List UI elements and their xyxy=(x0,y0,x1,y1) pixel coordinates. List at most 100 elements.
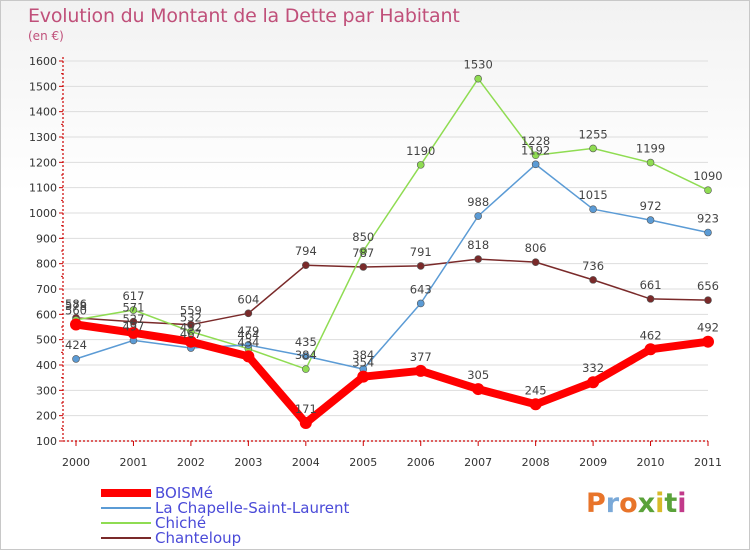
data-label: 617 xyxy=(122,289,144,303)
data-label: 787 xyxy=(352,246,374,260)
data-label: 435 xyxy=(295,335,317,349)
data-label: 462 xyxy=(640,328,662,342)
data-label: 354 xyxy=(352,356,374,370)
data-label: 972 xyxy=(640,199,662,213)
x-tick-label: 2006 xyxy=(407,456,435,469)
data-label: 1190 xyxy=(406,144,435,158)
data-label: 818 xyxy=(467,238,489,252)
series-line xyxy=(72,320,712,427)
chart-title: Evolution du Montant de la Dette par Hab… xyxy=(28,5,460,27)
data-point xyxy=(187,327,195,336)
y-tick-label: 200 xyxy=(36,410,57,423)
legend-swatch xyxy=(101,522,151,524)
data-label: 791 xyxy=(410,245,432,259)
data-point xyxy=(72,355,80,363)
data-point xyxy=(704,296,712,304)
y-tick-label: 900 xyxy=(36,232,57,245)
data-label: 434 xyxy=(237,335,259,349)
x-tick-label: 2008 xyxy=(522,456,550,469)
unit-label: (en €) xyxy=(28,29,64,43)
y-tick-label: 100 xyxy=(36,435,57,448)
y-tick-label: 1600 xyxy=(29,55,57,68)
data-point xyxy=(529,398,542,411)
data-point xyxy=(302,365,310,373)
data-label: 736 xyxy=(582,259,604,273)
y-tick-label: 1100 xyxy=(29,182,57,195)
data-label: 643 xyxy=(410,282,432,296)
x-tick-label: 2002 xyxy=(177,456,205,469)
data-point xyxy=(589,276,597,284)
data-label: 571 xyxy=(122,301,144,315)
y-tick-label: 1500 xyxy=(29,80,57,93)
y-tick-label: 600 xyxy=(36,308,57,321)
proxiti-logo: Proxiti xyxy=(586,488,687,519)
y-tick-label: 800 xyxy=(36,258,57,271)
legend-swatch xyxy=(101,507,151,509)
y-tick-label: 1300 xyxy=(29,131,57,144)
data-label: 527 xyxy=(122,312,144,326)
data-point xyxy=(474,74,482,83)
data-label: 497 xyxy=(122,319,144,333)
data-label: 604 xyxy=(237,292,259,306)
data-point xyxy=(129,306,138,314)
legend-label: Chanteloup xyxy=(155,529,242,547)
legend-swatch xyxy=(101,537,151,539)
data-point xyxy=(244,309,253,318)
data-point xyxy=(416,161,425,169)
x-tick-label: 2000 xyxy=(62,456,90,469)
data-point xyxy=(646,158,655,167)
data-label: 559 xyxy=(180,304,202,318)
legend-item: BOISMé xyxy=(101,484,401,502)
data-point xyxy=(704,228,712,237)
data-point xyxy=(472,383,485,396)
x-tick-label: 2010 xyxy=(637,456,665,469)
data-label: 1015 xyxy=(578,188,607,202)
legend-label: BOISMé xyxy=(155,484,213,502)
logo-letter: i xyxy=(677,488,687,519)
data-label: 384 xyxy=(352,348,374,362)
logo-letter: i xyxy=(655,488,665,519)
data-point xyxy=(474,255,482,263)
data-label: 794 xyxy=(295,244,317,258)
data-point xyxy=(414,364,427,377)
y-tick-label: 1000 xyxy=(29,207,57,220)
data-label: 661 xyxy=(640,278,662,292)
data-point xyxy=(302,261,310,269)
data-label: 171 xyxy=(295,402,317,416)
data-label: 532 xyxy=(180,311,202,325)
data-label: 988 xyxy=(467,195,489,209)
data-label: 1530 xyxy=(464,58,493,72)
legend-label: Chiché xyxy=(155,514,207,532)
y-tick-label: 300 xyxy=(36,384,57,397)
data-label: 1090 xyxy=(693,169,722,183)
data-label: 1228 xyxy=(521,134,550,148)
data-point xyxy=(531,151,540,160)
legend-swatch xyxy=(101,489,151,497)
y-tick-label: 400 xyxy=(36,359,57,372)
x-tick-label: 2004 xyxy=(292,456,320,469)
legend-item: Chiché xyxy=(101,514,401,532)
x-tick-label: 2009 xyxy=(579,456,607,469)
data-point xyxy=(129,317,138,326)
x-tick-label: 2003 xyxy=(234,456,262,469)
data-point xyxy=(702,335,714,348)
data-label: 305 xyxy=(467,368,489,382)
x-tick-label: 2011 xyxy=(694,456,722,469)
data-point xyxy=(644,343,657,356)
series-line xyxy=(75,163,709,370)
data-label: 1199 xyxy=(636,142,665,156)
logo-letter: P xyxy=(586,488,606,519)
data-label: 467 xyxy=(180,327,202,341)
data-point xyxy=(589,205,597,213)
y-tick-label: 700 xyxy=(36,283,57,296)
y-tick-label: 1400 xyxy=(29,106,57,119)
data-label: 1255 xyxy=(578,127,607,141)
data-point xyxy=(416,299,425,308)
data-point xyxy=(357,370,370,383)
data-point xyxy=(531,258,540,266)
data-point xyxy=(299,417,312,430)
legend-item: Chanteloup xyxy=(101,529,401,547)
logo-letter: t xyxy=(664,488,678,519)
data-point xyxy=(474,212,482,220)
